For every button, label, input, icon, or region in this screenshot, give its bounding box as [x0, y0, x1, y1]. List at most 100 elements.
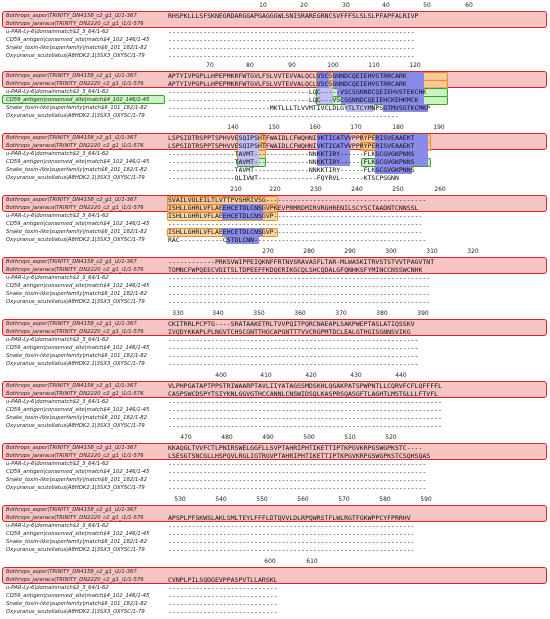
sequence-residues: -----------------TAVMT--------------NNKK… — [168, 150, 415, 158]
conserved-residue-shading — [374, 166, 412, 174]
sequence-residues: ----------------------------------------… — [168, 522, 415, 530]
ruler-tick-label: 510 — [344, 434, 356, 441]
sequence-label[interactable]: Snake_toxin-like|superfamily|match$6_101… — [6, 353, 148, 359]
conserved-residue-shading — [316, 150, 350, 158]
sequence-label[interactable]: Snake_toxin-like|superfamily|match$6_101… — [6, 601, 148, 607]
sequence-label[interactable]: Bothrops_asper|TRINITY_DN4158_c2_g1_i2/1… — [6, 135, 137, 141]
sequence-label[interactable]: Oxyuranus_scutellatus|A8HDK2.1|3SX3_OXYS… — [6, 609, 145, 615]
alignment-row-dom4: Oxyuranus_scutellatus|A8HDK2.1|3SX3_OXYS… — [0, 608, 550, 616]
sequence-residues: -----------------TAVMT--------------NNKK… — [168, 166, 415, 174]
sequence-residues: ------------------------------------LQC-… — [168, 96, 419, 104]
sequence-label[interactable]: Snake_toxin-like|superfamily|match$6_101… — [6, 45, 148, 51]
sequence-label[interactable]: u-PAR-Ly-6|domainmatch$2_3_64/1-62 — [6, 213, 109, 219]
sequence-label[interactable]: Snake_toxin-like|superfamily|match$6_101… — [6, 477, 148, 483]
sequence-label[interactable]: Bothrops_jararaca|TRINITY_DN2220_c2_g1_i… — [6, 21, 144, 27]
alignment-row-dom1: u-PAR-Ly-6|domainmatch$2_3_64/1-62 ------… — [0, 28, 550, 36]
position-ruler: 10 20 30 40 50 60 — [0, 2, 550, 12]
sequence-label[interactable]: Snake_toxin-like|superfamily|match$6_101… — [6, 229, 148, 235]
sequence-label[interactable]: Oxyuranus_scutellatus|A8HDK2.1|3SX3_OXYS… — [6, 175, 145, 181]
sequence-label[interactable]: u-PAR-Ly-6|domainmatch$2_3_64/1-62 — [6, 337, 109, 343]
ruler-tick-label: 490 — [262, 434, 274, 441]
sequence-label[interactable]: u-PAR-Ly-6|domainmatch$2_3_64/1-62 — [6, 523, 109, 529]
transcript-highlight-box — [2, 567, 547, 584]
sequence-label[interactable]: u-PAR-Ly-6|domainmatch$2_3_64/1-62 — [6, 89, 109, 95]
sequence-label[interactable]: Bothrops_asper|TRINITY_DN4158_c2_g1_i2/1… — [6, 73, 137, 79]
sequence-label[interactable]: Oxyuranus_scutellatus|A8HDK2.1|3SX3_OXYS… — [6, 237, 145, 243]
sequence-label[interactable]: CD59_antigen|conserved_site|match$4_102_… — [6, 593, 150, 599]
sequence-label[interactable]: Bothrops_jararaca|TRINITY_DN2220_c2_g1_i… — [6, 81, 144, 87]
ruler-tick-label: 320 — [467, 248, 479, 255]
alignment-row-seq2: Bothrops_jararaca|TRINITY_DN2220_c2_g1_i… — [0, 266, 550, 274]
sequence-label[interactable]: Bothrops_jararaca|TRINITY_DN2220_c2_g1_i… — [6, 515, 144, 521]
sequence-label[interactable]: u-PAR-Ly-6|domainmatch$2_3_64/1-62 — [6, 275, 109, 281]
sequence-label[interactable]: Snake_toxin-like|superfamily|match$6_101… — [6, 167, 148, 173]
sequence-label[interactable]: Bothrops_jararaca|TRINITY_DN2220_c2_g1_i… — [6, 205, 144, 211]
sequence-label[interactable]: Snake_toxin-like|superfamily|match$6_101… — [6, 105, 148, 111]
sequence-label[interactable]: Oxyuranus_scutellatus|A8HDK2.1|3SX3_OXYS… — [6, 423, 145, 429]
sequence-label[interactable]: u-PAR-Ly-6|domainmatch$2_3_64/1-62 — [6, 399, 109, 405]
sequence-label[interactable]: Bothrops_asper|TRINITY_DN4158_c2_g1_i2/1… — [6, 259, 137, 265]
sequence-label[interactable]: Bothrops_asper|TRINITY_DN4158_c2_g1_i2/1… — [6, 321, 137, 327]
alignment-row-dom4: Oxyuranus_scutellatus|A8HDK2.1|3SX3_OXYS… — [0, 484, 550, 492]
sequence-label[interactable]: CD59_antigen|conserved_site|match$4_102_… — [6, 97, 150, 103]
sequence-label[interactable]: CD59_antigen|conserved_site|match$4_102_… — [6, 469, 150, 475]
sequence-label[interactable]: Bothrops_asper|TRINITY_DN4158_c2_g1_i2/1… — [6, 383, 137, 389]
sequence-label[interactable]: Bothrops_jararaca|TRINITY_DN2220_c2_g1_i… — [6, 329, 144, 335]
sequence-label[interactable]: Bothrops_jararaca|TRINITY_DN2220_c2_g1_i… — [6, 143, 144, 149]
conserved-residue-shading — [238, 142, 259, 150]
sequence-label[interactable]: Bothrops_asper|TRINITY_DN4158_c2_g1_i2/1… — [6, 445, 137, 451]
sequence-label[interactable]: Bothrops_asper|TRINITY_DN4158_c2_g1_i2/1… — [6, 197, 137, 203]
sequence-label[interactable]: Bothrops_asper|TRINITY_DN4158_c2_g1_i2/1… — [6, 569, 137, 575]
sequence-label[interactable]: Oxyuranus_scutellatus|A8HDK2.1|3SX3_OXYS… — [6, 53, 145, 59]
sequence-residues: RHSPKLLLSFSKNEGRDARGGAPGAGGGWLSNISRAREGR… — [168, 12, 419, 20]
alignment-row-seq2: Bothrops_jararaca|TRINITY_DN2220_c2_g1_i… — [0, 80, 550, 88]
sequence-label[interactable]: Bothrops_asper|TRINITY_DN4158_c2_g1_i2/1… — [6, 507, 137, 513]
sequence-residues: LSPSIDTRSPPTSPHVVESQIPSHTFWAIDLCFWQHNIVK… — [168, 142, 415, 150]
sequence-label[interactable]: u-PAR-Ly-6|domainmatch$2_3_64/1-62 — [6, 461, 109, 467]
ruler-tick-label: 210 — [230, 186, 242, 193]
sequence-label[interactable]: CD59_antigen|conserved_site|match$4_102_… — [6, 283, 150, 289]
conserved-residue-shading — [221, 212, 263, 220]
conserved-residue-shading — [221, 204, 263, 212]
ruler-tick-label: 120 — [409, 62, 421, 69]
sequence-label[interactable]: Oxyuranus_scutellatus|A8HDK2.1|3SX3_OXYS… — [6, 299, 145, 305]
alignment-row-seq2: Bothrops_jararaca|TRINITY_DN2220_c2_g1_i… — [0, 514, 550, 522]
sequence-label[interactable]: u-PAR-Ly-6|domainmatch$2_3_64/1-62 — [6, 585, 109, 591]
sequence-label[interactable]: Bothrops_jararaca|TRINITY_DN2220_c2_g1_i… — [6, 391, 144, 397]
sequence-residues: IVQDYKKAPLPLNGVTCHSCGNTTHGCAPGNTTTVVCRGP… — [168, 328, 411, 336]
sequence-label[interactable]: Snake_toxin-like|superfamily|match$6_101… — [6, 415, 148, 421]
sequence-label[interactable]: Oxyuranus_scutellatus|A8HDK2.1|3SX3_OXYS… — [6, 361, 145, 367]
sequence-label[interactable]: Oxyuranus_scutellatus|A8HDK2.1|3SX3_OXYS… — [6, 485, 145, 491]
sequence-label[interactable]: CD59_antigen|conserved_site|match$4_102_… — [6, 407, 150, 413]
sequence-label[interactable]: Bothrops_jararaca|TRINITY_DN2220_c2_g1_i… — [6, 453, 144, 459]
sequence-label[interactable]: CD59_antigen|conserved_site|match$4_102_… — [6, 531, 150, 537]
sequence-label[interactable]: CD59_antigen|conserved_site|match$4_102_… — [6, 345, 150, 351]
sequence-label[interactable]: CD59_antigen|conserved_site|match$4_102_… — [6, 159, 150, 165]
sequence-label[interactable]: Oxyuranus_scutellatus|A8HDK2.1|3SX3_OXYS… — [6, 113, 145, 119]
ruler-tick-label: 370 — [335, 310, 347, 317]
alignment-row-seq2: Bothrops_jararaca|TRINITY_DN2220_c2_g1_i… — [0, 390, 550, 398]
ruler-tick-label: 560 — [297, 496, 309, 503]
alignment-row-dom1: u-PAR-Ly-6|domainmatch$2_3_64/1-62 ------… — [0, 460, 550, 468]
sequence-label[interactable]: Oxyuranus_scutellatus|A8HDK2.1|3SX3_OXYS… — [6, 547, 145, 553]
conserved-residue-shading — [238, 158, 259, 166]
sequence-label[interactable]: Snake_toxin-like|superfamily|match$6_101… — [6, 291, 148, 297]
sequence-label[interactable]: u-PAR-Ly-6|domainmatch$2_3_64/1-62 — [6, 151, 109, 157]
sequence-label[interactable]: Snake_toxin-like|superfamily|match$6_101… — [6, 539, 148, 545]
sequence-label[interactable]: CD59_antigen|conserved_site|match$4_102_… — [6, 221, 150, 227]
conserved-residue-shading — [316, 80, 330, 88]
conserved-residue-shading — [316, 88, 334, 96]
sequence-label[interactable]: Bothrops_jararaca|TRINITY_DN2220_c2_g1_i… — [6, 577, 144, 583]
sequence-label[interactable]: Bothrops_asper|TRINITY_DN4158_c2_g1_i2/1… — [6, 13, 137, 19]
ruler-tick-label: 470 — [180, 434, 192, 441]
sequence-label[interactable]: Bothrops_jararaca|TRINITY_DN2220_c2_g1_i… — [6, 267, 144, 273]
ruler-tick-label: 300 — [385, 248, 397, 255]
alignment-row-seq1: Bothrops_asper|TRINITY_DN4158_c2_g1_i2/1… — [0, 72, 550, 80]
sequence-label[interactable]: CD59_antigen|conserved_site|match$4_102_… — [6, 37, 150, 43]
alignment-row-seq1: Bothrops_asper|TRINITY_DN4158_c2_g1_i2/1… — [0, 568, 550, 576]
sequence-residues: ----------------------------------------… — [168, 414, 442, 422]
alignment-block-8: 470 480 490 500 510 520 Bothrops_asper|TRINITY… — [0, 434, 550, 494]
sequence-label[interactable]: u-PAR-Ly-6|domainmatch$2_3_64/1-62 — [6, 29, 109, 35]
alignment-row-seq2: Bothrops_jararaca|TRINITY_DN2220_c2_g1_i… — [0, 452, 550, 460]
ruler-tick-label: 600 — [264, 558, 276, 565]
